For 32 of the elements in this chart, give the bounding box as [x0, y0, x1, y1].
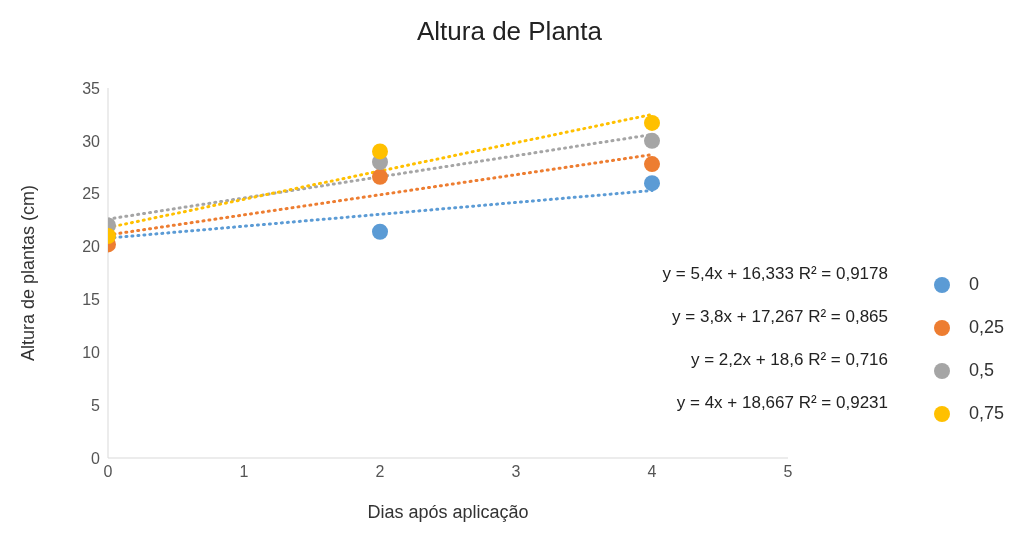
annotation: y = 2,2x + 18,6 R² = 0,716: [690, 350, 888, 370]
x-tick-label: 2: [375, 463, 385, 481]
y-tick-label: 25: [82, 185, 101, 203]
y-axis-title: Altura de plantas (cm): [18, 184, 39, 362]
y-tick-label: 30: [82, 132, 101, 150]
annotation: y = 5,4x + 16,333 R² = 0,9178: [662, 264, 888, 284]
annotation: y = 4x + 18,667 R² = 0,9231: [676, 393, 888, 413]
x-axis-title: Dias após aplicação: [367, 502, 529, 522]
point: [372, 168, 388, 185]
x-tick-label: 4: [647, 463, 657, 481]
y-tick-label: 0: [91, 449, 101, 467]
annotation: y = 3,8x + 17,267 R² = 0,865: [672, 307, 888, 327]
legend-label: 0,75: [969, 403, 1005, 424]
point: [644, 175, 660, 192]
legend-label: 0: [969, 274, 980, 295]
point: [644, 114, 660, 131]
chart-title: Altura de Planta: [416, 16, 603, 47]
y-tick-label: 20: [82, 238, 101, 256]
x-tick-label: 3: [511, 463, 521, 481]
legend-label: 0,25: [969, 317, 1005, 338]
point: [644, 156, 660, 173]
x-tick-label: 5: [783, 463, 793, 481]
point: [644, 132, 660, 149]
legend-label: 0,5: [969, 360, 995, 381]
y-tick-label: 15: [82, 291, 101, 309]
y-tick-label: 5: [91, 396, 101, 414]
point: [372, 143, 388, 160]
y-tick-label: 35: [82, 79, 101, 97]
y-tick-label: 10: [82, 343, 101, 361]
point: [372, 223, 388, 240]
x-tick-label: 1: [239, 463, 249, 481]
x-tick-label: 0: [103, 463, 113, 481]
